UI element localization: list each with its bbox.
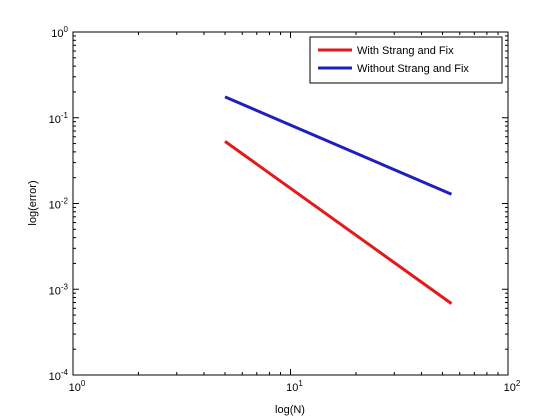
x-tick-label: 101 [286, 379, 303, 394]
series-line-2 [224, 95, 453, 196]
legend-label-1: With Strang and Fix [357, 45, 454, 57]
y-axis: 10-4 10-3 10-2 10-1 100 [49, 25, 508, 383]
y-axis-label: log(error) [27, 180, 39, 225]
series-line-1 [224, 140, 453, 305]
legend-label-2: Without Strang and Fix [357, 63, 469, 75]
y-tick-label: 10-2 [49, 197, 69, 212]
y-tick-label: 10-1 [49, 111, 69, 126]
series-lines [224, 95, 453, 305]
x-tick-label: 102 [504, 379, 521, 394]
y-tick-label: 10-4 [49, 368, 69, 383]
x-axis: 100 101 102 [69, 32, 521, 394]
x-axis-label: log(N) [275, 404, 305, 416]
y-tick-label: 100 [51, 25, 68, 40]
legend-box [309, 36, 503, 84]
legend: With Strang and Fix Without Strang and Fi… [309, 36, 503, 84]
y-tick-label: 10-3 [49, 282, 69, 297]
plot-area [72, 31, 509, 376]
x-tick-label: 100 [69, 379, 86, 394]
